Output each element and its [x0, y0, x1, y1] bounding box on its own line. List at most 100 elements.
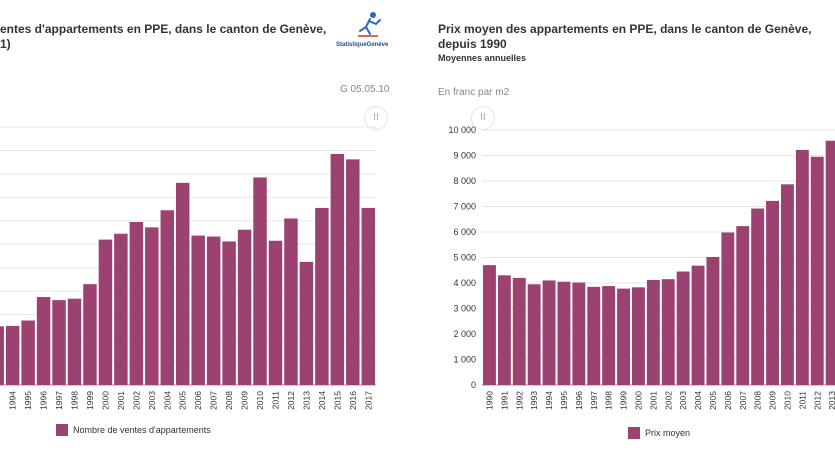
legend-ventes[interactable]: Nombre de ventes d'appartements: [56, 424, 211, 436]
y-tick-label: 9 000: [453, 151, 476, 161]
chart-panel-prix: Prix moyen des appartements en PPE, dans…: [418, 0, 835, 467]
bar[interactable]: [145, 227, 159, 385]
chart-title-line-2: depuis 1990: [438, 37, 507, 51]
x-tick-label: 2006: [723, 391, 733, 410]
chart-title-ventes: entes d'appartements en PPE, dans le can…: [0, 22, 326, 52]
x-tick-label: 2015: [332, 391, 342, 410]
x-tick-label: 2009: [240, 391, 250, 410]
x-tick-label: 2011: [797, 391, 807, 410]
bar[interactable]: [781, 184, 794, 385]
chart-title-prix: Prix moyen des appartements en PPE, dans…: [438, 22, 811, 52]
bar[interactable]: [0, 326, 4, 385]
x-tick-label: 2012: [812, 391, 822, 410]
x-tick-label: 2000: [100, 391, 110, 410]
x-tick-label: 2010: [782, 391, 792, 410]
legend-label: Prix moyen: [645, 428, 691, 438]
x-tick-label: 1998: [70, 391, 80, 410]
y-tick-label: 5 000: [453, 253, 476, 263]
bar[interactable]: [191, 235, 205, 385]
x-tick-label: 2007: [209, 391, 219, 410]
chart-title-line-1: Prix moyen des appartements en PPE, dans…: [438, 22, 812, 36]
statistique-geneve-logo: StatistiqueGenève: [336, 10, 398, 48]
source-code: G 05.05.10: [340, 84, 390, 95]
y-tick-label: 4 000: [453, 278, 476, 288]
bar[interactable]: [632, 287, 645, 385]
bar[interactable]: [237, 229, 252, 385]
legend-swatch: [628, 427, 640, 439]
chart-menu-button[interactable]: II: [364, 106, 388, 130]
x-tick-label: 2005: [708, 391, 718, 410]
x-tick-label: 1996: [574, 391, 584, 410]
bar[interactable]: [795, 149, 809, 385]
bar[interactable]: [299, 261, 314, 385]
bar[interactable]: [736, 226, 750, 385]
bar[interactable]: [810, 156, 824, 385]
bar-chart-prix: 0 1 000 2 000 3 000 4 000 5 000 6 000 7 000 8 00…: [448, 125, 835, 410]
bar[interactable]: [67, 298, 82, 385]
bar[interactable]: [114, 233, 128, 385]
bar[interactable]: [129, 221, 144, 385]
x-tick-label: 1990: [484, 391, 494, 410]
x-tick-label: 2005: [178, 391, 188, 410]
bar[interactable]: [5, 325, 20, 385]
bar[interactable]: [721, 232, 735, 385]
bar[interactable]: [602, 286, 616, 385]
x-tick-label: 2013: [827, 391, 835, 410]
bar[interactable]: [691, 265, 705, 385]
bar[interactable]: [483, 265, 496, 385]
x-tick-label: 2012: [286, 391, 296, 410]
bar[interactable]: [617, 288, 630, 385]
bar[interactable]: [346, 159, 360, 385]
x-tick-label: 1998: [604, 391, 614, 410]
bar[interactable]: [661, 279, 675, 385]
bar[interactable]: [253, 177, 267, 385]
bar[interactable]: [751, 208, 765, 385]
bar[interactable]: [512, 277, 526, 385]
bar[interactable]: [646, 279, 660, 385]
bar[interactable]: [542, 280, 556, 385]
legend-swatch: [56, 424, 68, 436]
y-tick-label: 10 000: [448, 125, 476, 135]
bar[interactable]: [527, 284, 541, 385]
bar[interactable]: [766, 200, 779, 385]
x-tick-label: 2008: [753, 391, 763, 410]
x-tick-label: 1995: [559, 391, 569, 410]
bar[interactable]: [825, 140, 835, 385]
bar[interactable]: [284, 218, 298, 385]
bar[interactable]: [176, 182, 190, 385]
bar[interactable]: [83, 284, 97, 385]
y-tick-label: 3 000: [453, 304, 476, 314]
bar[interactable]: [268, 240, 283, 385]
legend-prix[interactable]: Prix moyen: [628, 427, 690, 439]
x-tick-label: 2008: [224, 391, 234, 410]
y-tick-label: 8 000: [453, 176, 476, 186]
bar[interactable]: [315, 207, 329, 385]
x-tick-label: 1992: [514, 391, 524, 410]
x-tick-label: 2004: [162, 391, 172, 410]
x-tick-label: 1997: [589, 391, 599, 410]
x-tick-label: 2011: [271, 391, 281, 410]
bar[interactable]: [21, 320, 35, 386]
bar[interactable]: [706, 256, 720, 385]
x-tick-label: 1993: [0, 391, 2, 410]
bar[interactable]: [206, 236, 221, 385]
bar[interactable]: [676, 271, 690, 385]
x-tick-label: 2010: [255, 391, 265, 410]
x-tick-label: 1993: [529, 391, 539, 410]
y-tick-label: 0: [471, 380, 476, 390]
bar[interactable]: [98, 239, 113, 385]
bar[interactable]: [222, 241, 236, 385]
bar[interactable]: [330, 153, 345, 385]
x-tick-label: 2007: [738, 391, 748, 410]
bar[interactable]: [361, 207, 375, 385]
bar[interactable]: [497, 275, 511, 385]
bar[interactable]: [52, 300, 66, 385]
bar[interactable]: [587, 286, 601, 385]
bar[interactable]: [572, 282, 586, 385]
x-tick-label: 2000: [633, 391, 643, 410]
bar[interactable]: [557, 281, 571, 385]
bar[interactable]: [160, 210, 174, 385]
bar[interactable]: [36, 297, 51, 385]
y-axis-unit-label: En franc par m2: [438, 87, 510, 98]
x-tick-label: 2017: [363, 391, 373, 410]
